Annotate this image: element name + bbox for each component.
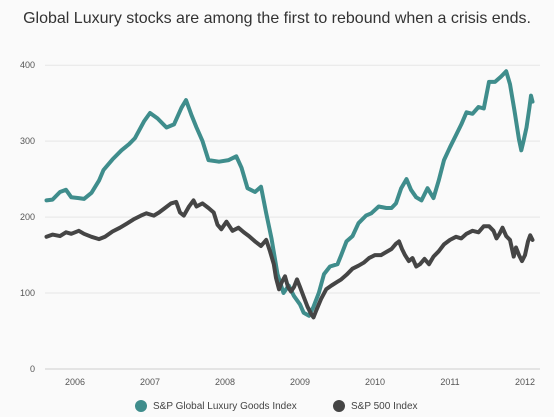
x-tick-label: 2011 [440,377,459,387]
x-tick-label: 2010 [365,377,385,387]
y-axis-ticks: 0 100 200 300 400 [20,60,35,374]
legend-swatch-luxury [135,400,147,412]
y-tick-label: 300 [20,136,35,146]
y-tick-label: 100 [20,288,35,298]
x-tick-label: 2008 [215,377,235,387]
chart-title: Global Luxury stocks are among the first… [23,10,531,27]
x-tick-label: 2006 [65,377,85,387]
legend-item-luxury[interactable]: S&P Global Luxury Goods Index [135,400,297,412]
series-line-sp500 [44,198,535,320]
legend-swatch-sp500 [333,400,345,412]
y-tick-label: 400 [20,60,35,70]
y-tick-label: 0 [30,364,35,374]
x-tick-label: 2007 [140,377,160,387]
series-line-luxury [44,69,535,318]
x-axis-ticks: 2006 2007 2008 2009 2010 2011 2012 [65,377,535,387]
series-lines [44,69,535,320]
x-tick-label: 2009 [290,377,310,387]
y-tick-label: 200 [20,212,35,222]
legend-label-sp500: S&P 500 Index [351,400,418,412]
legend-label-luxury: S&P Global Luxury Goods Index [153,400,297,412]
legend-item-sp500[interactable]: S&P 500 Index [333,400,418,412]
x-tick-label: 2012 [515,377,535,387]
